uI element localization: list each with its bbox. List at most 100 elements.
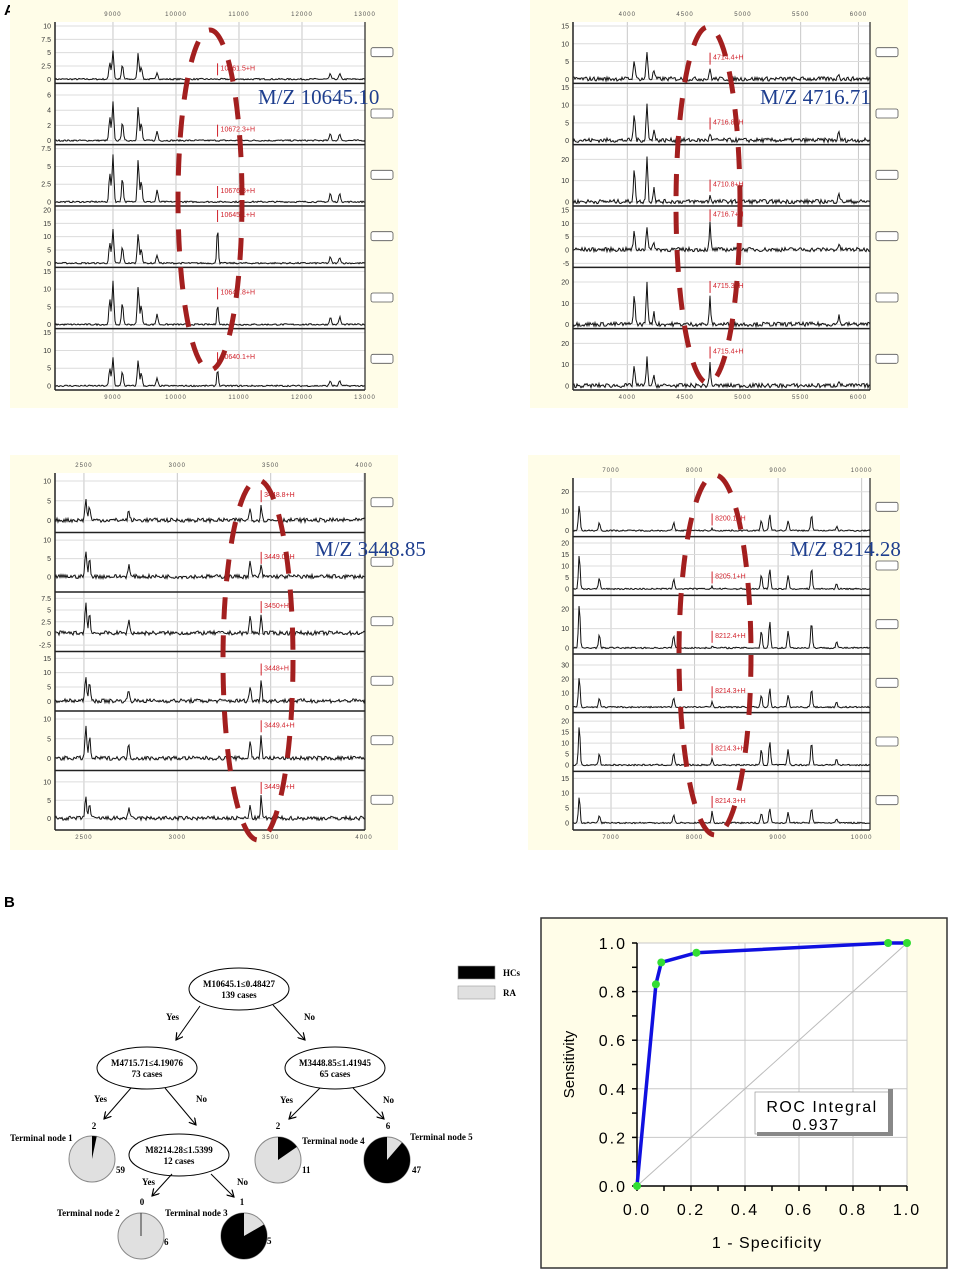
sample-tag bbox=[875, 736, 899, 747]
edge-label: Yes bbox=[166, 1012, 179, 1022]
y-tick-label: 5 bbox=[565, 234, 569, 241]
spectrum-trace bbox=[54, 551, 366, 581]
x-tick-label: 1.0 bbox=[893, 1202, 921, 1219]
node-rule: M10645.1≤0.48427 bbox=[203, 979, 275, 989]
peak-label: 3448+H bbox=[264, 666, 289, 673]
peak-label: 4710.8+H bbox=[713, 182, 744, 189]
y-tick-label: 5 bbox=[565, 806, 569, 813]
y-tick-label: 15 bbox=[43, 656, 51, 663]
y-tick-label: 10 bbox=[561, 691, 569, 698]
y-tick-label: 0 bbox=[565, 587, 569, 594]
edge-label: No bbox=[304, 1012, 315, 1022]
spectrum-trace bbox=[572, 727, 871, 767]
x-tick-label-top: 9000 bbox=[104, 12, 121, 18]
x-tick-label-bottom: 6000 bbox=[850, 395, 867, 401]
y-tick-label: 5 bbox=[47, 556, 51, 563]
terminal-major-count: 47 bbox=[412, 1165, 422, 1175]
y-tick-label: 5 bbox=[47, 304, 51, 311]
x-tick-label-top: 8000 bbox=[686, 468, 703, 474]
x-tick-label: 0.6 bbox=[785, 1202, 813, 1219]
peak-label: 10672.3+H bbox=[221, 127, 255, 134]
terminal-major-count: 59 bbox=[116, 1165, 126, 1175]
y-tick-label: 15 bbox=[43, 269, 51, 276]
y-tick-label: 15 bbox=[43, 221, 51, 228]
sample-tag bbox=[875, 169, 899, 180]
y-tick-label: 5 bbox=[47, 736, 51, 743]
x-tick-label: 0.2 bbox=[677, 1202, 705, 1219]
y-tick-label: 10 bbox=[561, 301, 569, 308]
y-tick-label: 0.6 bbox=[599, 1033, 627, 1050]
sample-tag bbox=[875, 108, 899, 119]
node-rule: M4715.71≤4.19076 bbox=[111, 1058, 183, 1068]
y-tick-label: 10 bbox=[561, 564, 569, 571]
x-tick-label-top: 4000 bbox=[619, 12, 636, 18]
roc-point bbox=[884, 939, 893, 947]
y-tick-label: 10 bbox=[561, 41, 569, 48]
y-tick-label: 20 bbox=[561, 540, 569, 547]
y-tick-label: 10 bbox=[43, 538, 51, 545]
roc-integral-box-shadow bbox=[757, 1132, 893, 1136]
x-tick-label-top: 10000 bbox=[851, 468, 873, 474]
peak-label: 8214.3+H bbox=[715, 745, 746, 752]
y-tick-label: 15 bbox=[43, 330, 51, 337]
x-tick-label-bottom: 3000 bbox=[169, 835, 186, 841]
y-tick-label: 10 bbox=[43, 478, 51, 485]
y-tick-label: 10 bbox=[561, 178, 569, 185]
spectrum-trace bbox=[54, 280, 366, 327]
panel-a-label: A bbox=[4, 2, 15, 19]
sample-tag bbox=[370, 497, 394, 508]
spectrum-trace bbox=[572, 221, 871, 254]
terminal-pie-hc-slice bbox=[364, 1137, 411, 1183]
y-tick-label: 5 bbox=[47, 684, 51, 691]
node-cases: 12 cases bbox=[164, 1156, 195, 1166]
x-tick-label-bottom: 5000 bbox=[734, 395, 751, 401]
y-tick-label: 20 bbox=[561, 719, 569, 726]
y-tick-label: 0 bbox=[47, 384, 51, 391]
y-tick-label: 0 bbox=[565, 646, 569, 653]
sample-tag bbox=[875, 795, 899, 806]
y-tick-label: 10 bbox=[561, 791, 569, 798]
sample-tag bbox=[370, 556, 394, 567]
edge-label: Yes bbox=[142, 1177, 155, 1187]
tree-node bbox=[96, 1046, 198, 1090]
y-tick-label: 0 bbox=[565, 705, 569, 712]
edge-label: No bbox=[196, 1094, 207, 1104]
roc-integral-box-shadow bbox=[888, 1089, 893, 1136]
node-rule: M3448.85≤1.41945 bbox=[299, 1058, 371, 1068]
x-tick-label-bottom: 4500 bbox=[676, 395, 693, 401]
peak-label: 10645.1+H bbox=[221, 212, 255, 219]
x-tick-label-top: 7000 bbox=[602, 468, 619, 474]
y-tick-label: 15 bbox=[561, 85, 569, 92]
spectrum-trace bbox=[54, 725, 366, 763]
y-tick-label: 10 bbox=[561, 509, 569, 516]
y-tick-label: 0 bbox=[565, 248, 569, 255]
y-tick-label: 20 bbox=[561, 607, 569, 614]
x-tick-label-bottom: 9000 bbox=[769, 835, 786, 841]
highlight-ellipse bbox=[175, 27, 245, 373]
legend-swatch bbox=[457, 985, 496, 1000]
x-tick-label-top: 2500 bbox=[75, 463, 92, 469]
legend-swatch bbox=[457, 965, 496, 980]
sample-tag bbox=[875, 292, 899, 303]
peak-label: 10661.5+H bbox=[221, 65, 255, 72]
y-tick-label: 15 bbox=[561, 776, 569, 783]
peak-label: 8200.1+H bbox=[715, 515, 746, 522]
y-tick-label: 15 bbox=[561, 24, 569, 31]
terminal-minor-count: 2 bbox=[276, 1121, 281, 1131]
y-tick-label: 0.4 bbox=[599, 1082, 627, 1099]
spectrum-trace bbox=[572, 281, 871, 329]
y-tick-label: 0 bbox=[47, 574, 51, 581]
spectra-panel: 4000400045004500500050005500550060006000… bbox=[530, 0, 908, 408]
roc-integral-title: ROC Integral bbox=[766, 1099, 877, 1116]
peak-label: 3448.8+H bbox=[264, 492, 295, 499]
x-tick-label-top: 4500 bbox=[676, 12, 693, 18]
spectrum-trace bbox=[572, 356, 871, 390]
y-tick-label: 10 bbox=[561, 103, 569, 110]
y-tick-label: 0 bbox=[47, 200, 51, 207]
y-tick-label: 10 bbox=[561, 741, 569, 748]
terminal-node-label: Terminal node 2 bbox=[57, 1208, 120, 1218]
reference-diagonal bbox=[636, 942, 908, 1187]
x-tick-label: 0.0 bbox=[623, 1202, 651, 1219]
sample-tag bbox=[875, 47, 899, 58]
